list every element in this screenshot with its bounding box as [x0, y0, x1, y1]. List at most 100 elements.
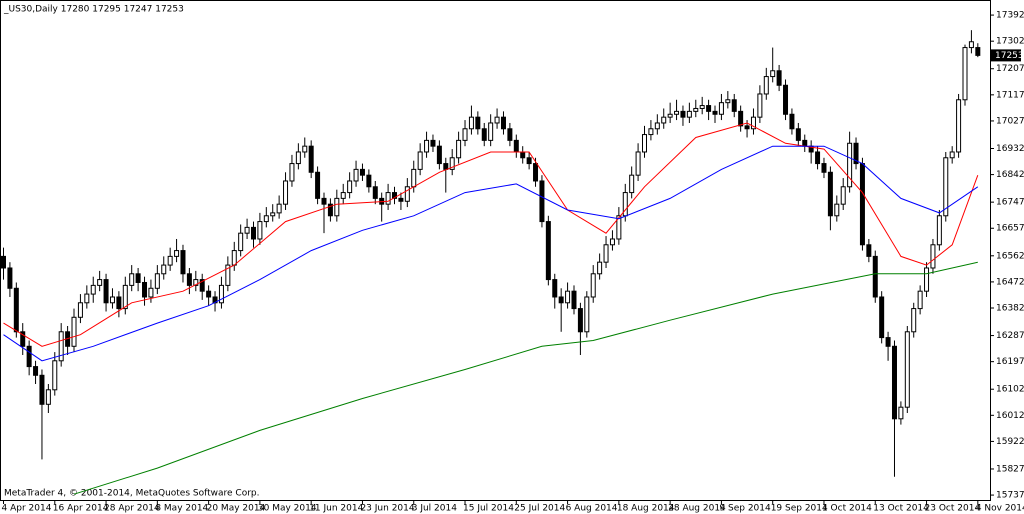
candle-body: [193, 279, 199, 286]
candle-body: [7, 267, 13, 289]
candle-body: [943, 157, 949, 217]
candle-body: [109, 296, 115, 304]
y-tick-label: 16382: [996, 304, 1024, 314]
candle-body: [327, 203, 333, 217]
candle-body: [904, 331, 910, 408]
candle-body: [609, 238, 615, 246]
y-tick-label: 16842: [996, 170, 1024, 180]
candle-body: [507, 128, 513, 141]
candle-body: [757, 93, 763, 118]
candle-body: [776, 70, 782, 86]
y-tick-label: 17207: [996, 64, 1024, 74]
candle-body: [590, 273, 596, 298]
candle-body: [795, 128, 801, 141]
candle-body: [520, 151, 526, 159]
footer: MetaTrader 4, © 2001-2014, MetaQuotes So…: [4, 489, 260, 499]
candle-body: [26, 345, 32, 368]
candle-body: [199, 279, 205, 292]
candle-body: [353, 168, 359, 182]
x-tick-label: 4 Apr 2014: [2, 504, 52, 514]
candle-body: [39, 374, 45, 405]
candle-body: [148, 287, 154, 298]
price-box: [991, 49, 1021, 62]
candle-body: [770, 70, 776, 78]
candle-body: [372, 186, 378, 199]
candle-body: [270, 212, 276, 217]
chart-title: _US30,Daily 17280 17295 17247 17253: [3, 5, 184, 15]
candle-body: [84, 293, 90, 304]
y-tick-label: 15827: [996, 464, 1024, 474]
candle-body: [250, 226, 256, 240]
candle-body: [315, 171, 321, 199]
candle-body: [603, 244, 609, 263]
candle-body: [481, 128, 487, 141]
candle-body: [917, 290, 923, 310]
candle-body: [654, 122, 660, 130]
y-tick-label: 17117: [996, 90, 1024, 100]
candle-body: [321, 197, 327, 205]
candle-body: [225, 264, 231, 286]
candle-body: [693, 107, 699, 112]
candle-body: [680, 110, 686, 118]
x-tick-label: 16 Apr 2014: [53, 504, 109, 514]
candle-body: [359, 168, 365, 176]
candle-body: [494, 116, 500, 124]
x-tick-label: 20 May 2014: [207, 504, 266, 514]
candle-body: [731, 99, 737, 112]
y-tick-label: 16562: [996, 251, 1024, 261]
candle-body: [597, 261, 603, 275]
candle-body: [263, 215, 269, 223]
candle-body: [968, 41, 974, 49]
candle-body: [116, 296, 122, 310]
candle-body: [815, 151, 821, 165]
candle-body: [853, 142, 859, 165]
moving-average: [3, 122, 979, 347]
x-tick-label: 9 Sep 2014: [719, 504, 771, 514]
candle-body: [180, 250, 186, 275]
price-label: 17253: [995, 51, 1024, 61]
candle-body: [90, 284, 96, 295]
candle-body: [891, 345, 897, 420]
candle-body: [206, 290, 212, 298]
candle-body: [231, 250, 237, 266]
candle-body: [962, 47, 968, 101]
candle-body: [866, 244, 872, 257]
x-tick-label: 13 Oct 2014: [873, 504, 929, 514]
candle-body: [667, 113, 673, 118]
candle-body: [308, 145, 314, 173]
candle-body: [712, 110, 718, 115]
x-tick-label: 23 Jun 2014: [360, 504, 414, 514]
candle-body: [648, 128, 654, 136]
y-tick-label: 15737: [996, 491, 1024, 501]
x-tick-label: 11 Jun 2014: [309, 504, 363, 514]
x-tick-label: 25 Jul 2014: [514, 504, 565, 514]
candle-body: [366, 174, 372, 188]
candle-body: [526, 157, 532, 165]
y-tick-label: 16197: [996, 357, 1024, 367]
x-tick-label: 3 Jul 2014: [412, 504, 457, 514]
candle-body: [725, 99, 731, 104]
candle-body: [1, 255, 6, 269]
x-tick-label: 30 May 2014: [258, 504, 317, 514]
candle-body: [257, 221, 263, 240]
candle-body: [77, 302, 83, 318]
candle-body: [186, 273, 192, 286]
candle-body: [302, 145, 308, 153]
candle-body: [334, 197, 340, 217]
candle-body: [558, 296, 564, 304]
candle-body: [411, 168, 417, 188]
candle-body: [763, 76, 769, 95]
x-tick-label: 18 Aug 2014: [617, 504, 675, 514]
candle-body: [674, 110, 680, 115]
candle-body: [347, 180, 353, 194]
candle-body: [103, 279, 109, 304]
y-tick-label: 15922: [996, 437, 1024, 447]
candle-body: [430, 139, 436, 147]
candle-body: [533, 163, 539, 182]
candle-body: [661, 116, 667, 124]
candle-body: [827, 171, 833, 217]
y-tick-label: 16472: [996, 277, 1024, 287]
candle-body: [122, 284, 128, 310]
candle-body: [161, 264, 167, 275]
candle-body: [462, 128, 468, 141]
